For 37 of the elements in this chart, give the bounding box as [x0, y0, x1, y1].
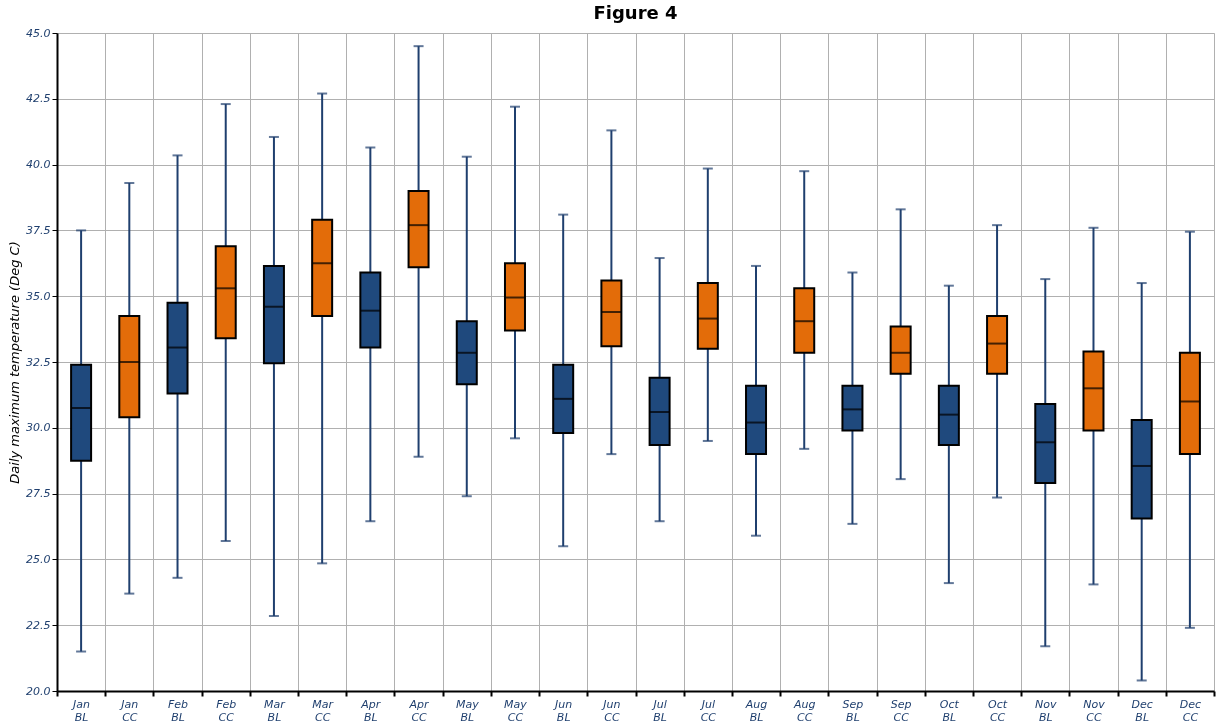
- y-tick-label: 22.5: [26, 618, 51, 632]
- y-tick-label: 40.0: [26, 158, 51, 172]
- y-tick-label: 25.0: [26, 552, 51, 566]
- x-tick-label: Jan BL: [71, 697, 91, 724]
- x-tick-label: Sep BL: [842, 697, 864, 724]
- y-tick-label: 45.0: [26, 26, 51, 40]
- y-tick-label: 37.5: [26, 223, 51, 237]
- x-tick-label: Dec CC: [1179, 697, 1202, 724]
- x-tick-label: Jun CC: [601, 697, 621, 724]
- x-tick-label: Dec BL: [1131, 697, 1153, 724]
- y-tick-label: 35.0: [26, 289, 51, 303]
- x-tick-label: Jun BL: [553, 697, 573, 724]
- x-tick-label: May BL: [455, 697, 480, 724]
- x-tick-label: Mar CC: [312, 697, 335, 724]
- x-tick-label: Feb CC: [216, 697, 237, 724]
- x-tick-label: Jul CC: [699, 697, 717, 724]
- y-axis-title: Daily maximum temperature (Deg C): [7, 241, 23, 484]
- x-tick-label: Nov BL: [1035, 697, 1057, 724]
- x-tick-label: May CC: [504, 697, 528, 724]
- x-tick-label: Jul BL: [651, 697, 667, 724]
- x-tick-label: Oct CC: [988, 697, 1008, 724]
- x-tick-label: Jan CC: [119, 697, 139, 724]
- x-tick-label: Mar BL: [264, 697, 287, 724]
- y-tick-label: 20.0: [26, 684, 51, 698]
- x-tick-label: Nov CC: [1083, 697, 1106, 724]
- y-tick-label: 42.5: [26, 92, 51, 106]
- y-tick-label: 30.0: [26, 421, 51, 435]
- y-tick-label: 27.5: [26, 487, 51, 501]
- x-tick-label: Sep CC: [890, 697, 912, 724]
- chart-title: Figure 4: [593, 2, 678, 23]
- x-tick-label: Aug BL: [744, 697, 768, 724]
- y-tick-label: 32.5: [26, 355, 51, 369]
- x-tick-label: Oct BL: [939, 697, 960, 724]
- x-tick-label: Feb BL: [167, 697, 189, 724]
- x-tick-label: Apr BL: [360, 697, 382, 724]
- x-tick-label: Aug CC: [792, 697, 816, 724]
- x-tick-label: Apr CC: [408, 697, 431, 724]
